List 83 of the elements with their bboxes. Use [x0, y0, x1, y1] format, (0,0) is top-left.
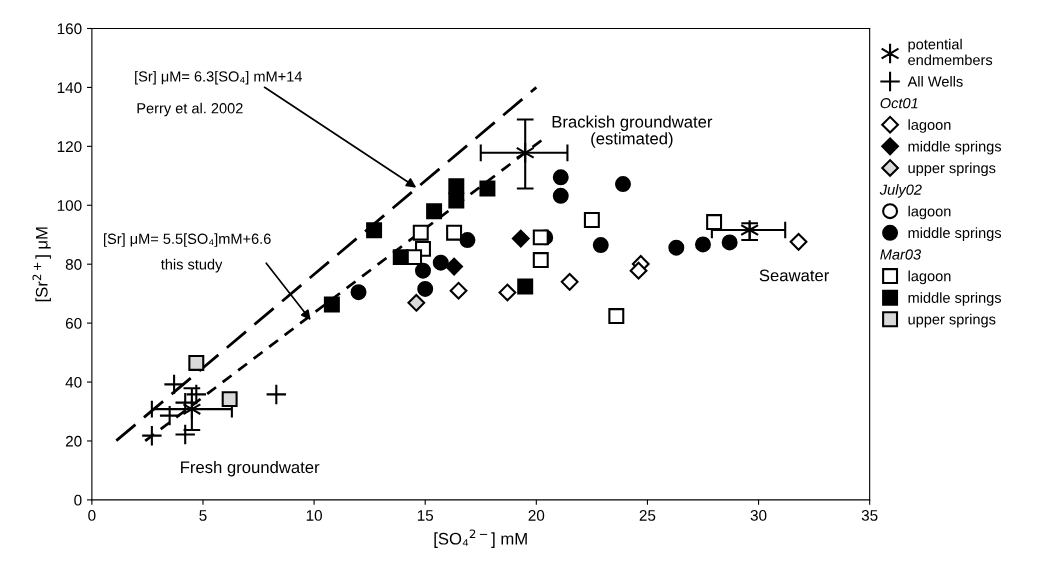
point: [366, 222, 383, 239]
point: [498, 283, 517, 302]
point: [629, 261, 648, 280]
point: [448, 178, 465, 195]
point: [608, 308, 625, 325]
point: [412, 224, 429, 241]
point: [449, 281, 468, 300]
point: [706, 214, 723, 231]
annotation: [Sr] μM= 5.5[SO₄]mM+6.6: [104, 233, 271, 247]
point: [158, 404, 181, 427]
y-tick-label: 80: [65, 259, 82, 270]
legend-label: middle springs: [908, 140, 1002, 155]
point: [265, 383, 288, 406]
legend-label: lagoon: [908, 119, 951, 133]
point: [583, 212, 600, 228]
legend-label: middle springs: [908, 227, 1002, 241]
point: [615, 176, 631, 193]
x-tick-label: 30: [750, 510, 767, 521]
point: [446, 224, 463, 241]
point: [174, 423, 196, 446]
y-tick-label: 60: [65, 317, 82, 329]
text: Oct01: [880, 98, 918, 109]
legend-label: All Wells: [907, 76, 963, 87]
legend-label: upper springs: [908, 313, 996, 328]
point: [552, 187, 569, 204]
point: [432, 254, 449, 271]
x-tick-label: 5: [199, 510, 207, 521]
y-axis-title: [Sr$^{2+}$] μM: [32, 227, 51, 302]
point: [221, 391, 238, 408]
text: July02: [879, 184, 922, 198]
point: [163, 373, 185, 396]
x-tick-label: 25: [639, 510, 656, 521]
point: [188, 354, 205, 371]
point: [459, 232, 476, 249]
point: [517, 278, 534, 295]
x-tick-label: 20: [528, 510, 545, 521]
point: [695, 236, 711, 253]
point: [560, 272, 579, 291]
y-tick-label: 40: [65, 376, 82, 388]
text: Mar03: [880, 249, 921, 260]
point: [448, 192, 465, 209]
point: [445, 257, 463, 276]
point: [721, 234, 738, 251]
x-axis-title: [SO₄$^{2−}$] mM: [434, 529, 527, 548]
legend-label: lagoon: [908, 270, 951, 285]
legend-label: potential endmembers: [908, 38, 993, 66]
point: [415, 262, 431, 279]
annotation: [Sr] μM= 6.3[SO₄] mM+14: [135, 70, 303, 85]
annotation: Seawater: [759, 269, 830, 282]
y-tick-label: 160: [57, 23, 82, 35]
point: [789, 232, 808, 251]
point: [323, 296, 340, 313]
y-tick-label: 20: [65, 435, 82, 447]
y-tick-label: 0: [74, 494, 82, 506]
point: [182, 398, 202, 420]
point: [426, 203, 443, 220]
y-tick-label: 100: [57, 200, 82, 211]
legend-label: lagoon: [908, 205, 951, 220]
x-tick-label: 0: [88, 510, 96, 521]
point: [479, 180, 496, 197]
point: [552, 169, 569, 186]
legend-label: middle springs: [908, 292, 1002, 306]
y-tick-label: 120: [57, 141, 82, 153]
point: [392, 249, 409, 266]
annotation: this study: [160, 258, 223, 273]
x-tick-label: 35: [861, 510, 878, 521]
x-tick-label: 15: [417, 510, 434, 521]
y-tick-label: 140: [57, 82, 82, 94]
point: [532, 229, 549, 246]
annotation: Fresh groundwater: [181, 460, 320, 477]
point: [515, 142, 535, 164]
point: [417, 280, 434, 297]
point: [141, 424, 163, 447]
annotation: Brackish groundwater (estimated): [552, 115, 713, 148]
point: [532, 252, 549, 269]
point: [592, 237, 609, 254]
point: [407, 293, 426, 312]
annotation: Perry et al. 2002: [137, 102, 243, 117]
x-tick-label: 10: [306, 510, 322, 521]
point: [511, 229, 530, 248]
legend-label: upper springs: [908, 162, 996, 177]
point: [350, 284, 367, 301]
point: [668, 239, 685, 256]
